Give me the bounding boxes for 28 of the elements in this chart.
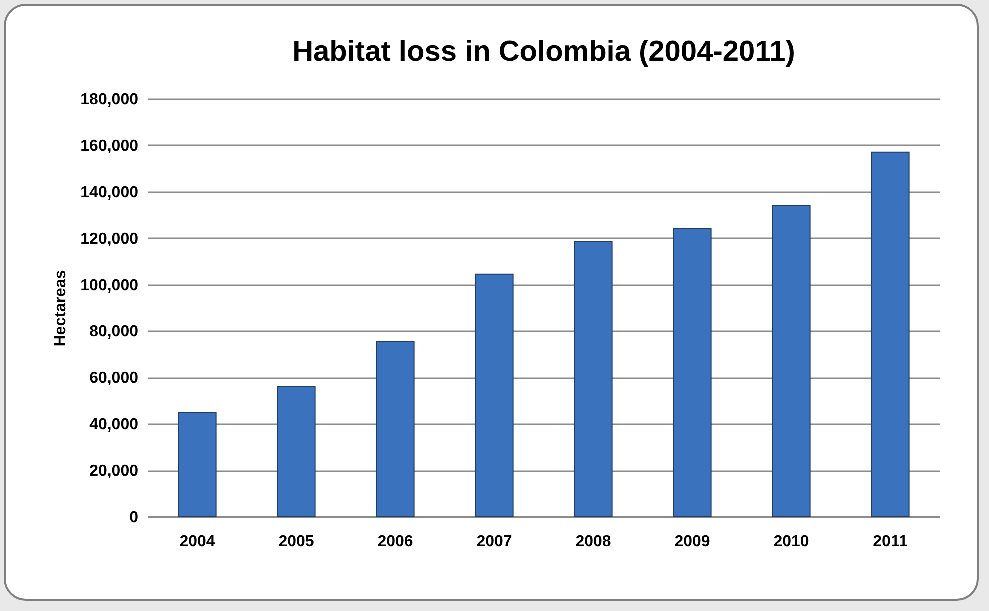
y-tick-label: 100,000 <box>80 277 139 294</box>
x-tick-label: 2010 <box>774 534 810 550</box>
bar <box>871 152 910 518</box>
y-tick-label: 80,000 <box>90 324 139 341</box>
bar <box>772 205 811 518</box>
x-tick-label: 2006 <box>378 534 414 550</box>
y-tick-label: 180,000 <box>80 92 139 108</box>
bar <box>277 386 316 518</box>
x-tick-label: 2009 <box>674 534 710 550</box>
bar <box>673 228 712 518</box>
bar <box>376 341 415 518</box>
y-tick-label: 0 <box>130 510 139 526</box>
y-tick-label: 160,000 <box>80 138 139 155</box>
bar <box>475 274 514 518</box>
y-tick-label: 60,000 <box>90 370 139 388</box>
chart-title: Habitat loss in Colombia (2004-2011) <box>292 36 796 68</box>
y-axis-title: Hectareas <box>52 270 70 347</box>
x-tick-label: 2008 <box>576 534 612 550</box>
x-tick-label: 2007 <box>476 534 512 550</box>
bar <box>574 241 613 518</box>
x-tick-label: 2005 <box>278 534 314 550</box>
x-tick-label: 2011 <box>873 534 908 550</box>
y-tick-label: 120,000 <box>80 230 139 248</box>
bar <box>178 412 217 518</box>
x-tick-label: 2004 <box>180 534 216 550</box>
y-tick-label: 40,000 <box>90 416 139 434</box>
y-tick-label: 140,000 <box>80 184 139 202</box>
y-tick-label: 20,000 <box>90 463 139 480</box>
